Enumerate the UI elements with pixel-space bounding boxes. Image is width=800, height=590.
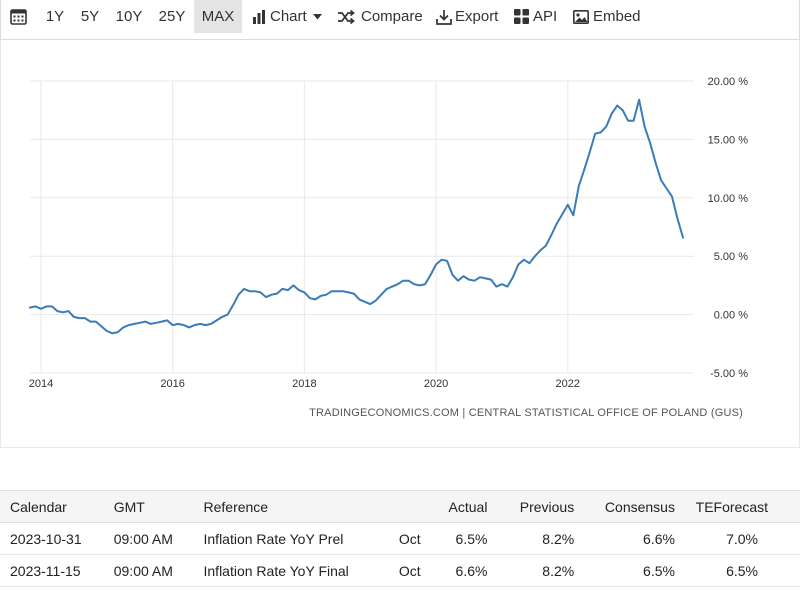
cell-gmt: 09:00 AM [103, 522, 194, 555]
api-label: API [533, 8, 558, 25]
range-10y-button[interactable]: 10Y [108, 0, 150, 33]
series-line [29, 98, 684, 335]
table-row: 2023-10-31 09:00 AM Inflation Rate YoY P… [0, 522, 800, 555]
range-10y-label: 10Y [115, 8, 143, 25]
x-tick-label: 2016 [160, 378, 184, 390]
y-tick-label: -5.00 % [710, 368, 748, 380]
table-row: 2023-11-15 09:00 AM Inflation Rate YoY F… [0, 554, 800, 587]
range-1y-label: 1Y [45, 8, 65, 25]
y-tick-label: 0.00 % [714, 310, 748, 322]
range-25y-label: 25Y [158, 8, 186, 25]
cell-actual: 6.5% [430, 522, 498, 555]
col-period [388, 490, 431, 523]
chart-type-label: Chart [270, 8, 307, 25]
grid-icon [514, 9, 529, 24]
col-actual: Actual [430, 490, 498, 523]
calendar-icon [10, 8, 27, 25]
cell-period: Oct [388, 522, 431, 555]
x-tick-label: 2020 [424, 378, 448, 390]
shuffle-icon [338, 9, 355, 24]
calendar-table: Calendar GMT Reference Actual Previous C… [0, 490, 800, 587]
col-previous: Previous [497, 490, 585, 523]
y-tick-label: 15.00 % [708, 134, 749, 146]
x-tick-label: 2018 [292, 378, 316, 390]
cell-previous: 8.2% [497, 554, 585, 587]
y-tick-label: 20.00 % [708, 76, 749, 88]
range-max-label: MAX [201, 8, 235, 25]
cell-previous: 8.2% [497, 522, 585, 555]
download-icon [436, 9, 452, 25]
export-label: Export [455, 8, 499, 25]
compare-label: Compare [361, 8, 423, 25]
cell-actual: 6.6% [430, 554, 498, 587]
cell-teforecast: 6.5% [684, 554, 800, 587]
cell-date: 2023-10-31 [0, 522, 104, 555]
range-5y-button[interactable]: 5Y [73, 0, 107, 33]
x-tick-label: 2014 [29, 378, 53, 390]
cell-consensus: 6.6% [584, 522, 685, 555]
table-header-row: Calendar GMT Reference Actual Previous C… [0, 490, 800, 523]
embed-button[interactable]: Embed [573, 0, 641, 33]
export-button[interactable]: Export [436, 0, 498, 33]
toolbar: 1Y 5Y 10Y 25Y MAX Chart Compare Export [0, 0, 800, 40]
col-teforecast: TEForecast [684, 490, 800, 523]
range-1y-button[interactable]: 1Y [37, 0, 73, 33]
embed-label: Embed [593, 8, 641, 25]
col-calendar: Calendar [0, 490, 104, 523]
cell-period: Oct [388, 554, 431, 587]
y-tick-label: 10.00 % [708, 193, 749, 205]
x-tick-label: 2022 [556, 378, 580, 390]
range-5y-label: 5Y [80, 8, 100, 25]
api-button[interactable]: API [514, 0, 557, 33]
range-max-button[interactable]: MAX [194, 0, 242, 33]
col-consensus: Consensus [584, 490, 685, 523]
cell-reference[interactable]: Inflation Rate YoY Prel [193, 522, 389, 555]
image-icon [573, 9, 589, 24]
range-25y-button[interactable]: 25Y [151, 0, 193, 33]
caret-down-icon [312, 13, 322, 20]
cell-consensus: 6.5% [584, 554, 685, 587]
cell-reference[interactable]: Inflation Rate YoY Final [193, 554, 389, 587]
calendar-button[interactable] [10, 0, 32, 33]
y-tick-label: 5.00 % [714, 251, 748, 263]
chart-credit: TRADINGECONOMICS.COM | CENTRAL STATISTIC… [309, 407, 743, 419]
line-chart: 20.00 % 15.00 % 10.00 % 5.00 % 0.00 % -5.00 %… [29, 76, 749, 390]
col-gmt: GMT [103, 490, 194, 523]
cell-gmt: 09:00 AM [103, 554, 194, 587]
chart-type-button[interactable]: Chart [252, 0, 326, 33]
cell-date: 2023-11-15 [0, 554, 104, 587]
bar-chart-icon [252, 9, 266, 24]
cell-teforecast: 7.0% [684, 522, 800, 555]
col-reference: Reference [193, 490, 389, 523]
compare-button[interactable]: Compare [338, 0, 423, 33]
